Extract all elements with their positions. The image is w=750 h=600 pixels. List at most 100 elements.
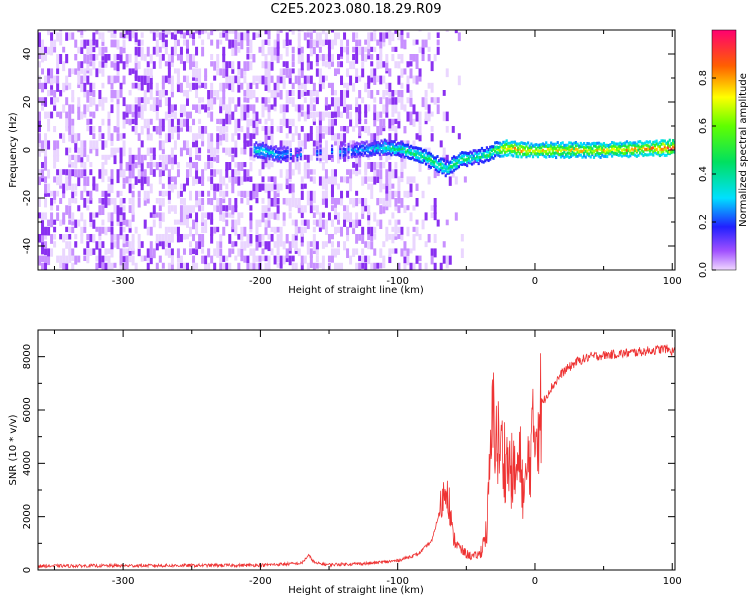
spectrogram-noise-cell — [267, 162, 271, 170]
spectrogram-noise-cell — [240, 176, 244, 185]
spectrogram-noise-cell — [403, 68, 407, 75]
spectrogram-noise-cell — [321, 255, 325, 264]
spectrogram-noise-cell — [38, 133, 41, 144]
spectrogram-noise-cell — [270, 90, 274, 99]
spectrogram-ridge-cell — [385, 139, 388, 143]
spectrogram-noise-cell — [324, 111, 328, 118]
spectrogram-noise-cell — [370, 54, 374, 60]
spectrogram-noise-cell — [321, 162, 325, 171]
spectrogram-noise-cell — [125, 118, 129, 125]
spectrogram-noise-cell — [231, 30, 235, 34]
spectrogram-noise-cell — [391, 111, 395, 118]
spectrogram-y-tick-label: 40 — [22, 48, 33, 61]
spectrogram-ridge-cell — [523, 146, 526, 150]
spectrogram-ridge-cell — [639, 151, 642, 155]
spectrogram-noise-cell — [65, 82, 69, 91]
spectrogram-ridge-cell — [622, 142, 625, 146]
spectrogram-ridge-cell — [375, 150, 378, 154]
spectrogram-noise-cell — [77, 97, 81, 107]
spectrogram-noise-cell — [285, 255, 289, 263]
spectrogram-ridge-cell — [396, 141, 400, 145]
spectrogram-noise-cell — [306, 133, 310, 142]
spectrogram-noise-cell — [216, 61, 220, 69]
spectrogram-noise-cell — [252, 126, 256, 134]
spectrogram-noise-cell — [318, 46, 322, 53]
spectrogram-ridge-cell — [604, 143, 607, 147]
spectrogram-noise-cell — [173, 140, 177, 150]
spectrogram-noise-cell — [231, 169, 235, 178]
spectrogram-ridge-cell — [596, 148, 599, 152]
spectrogram-ridge-cell — [522, 145, 525, 149]
spectrogram-noise-cell — [324, 32, 328, 40]
spectrogram-noise-cell — [249, 226, 253, 233]
spectrogram-ridge-cell — [507, 141, 510, 145]
spectrogram-noise-cell — [367, 104, 371, 112]
spectrogram-ridge-cell — [497, 146, 500, 150]
spectrogram-noise-cell — [53, 234, 57, 240]
spectrogram-ridge-cell — [655, 139, 658, 143]
spectrogram-noise-cell — [300, 219, 304, 226]
spectrogram-ridge-cell — [423, 148, 426, 152]
spectrogram-noise-cell — [143, 190, 147, 201]
spectrogram-noise-cell — [249, 241, 253, 247]
spectrogram-noise-cell — [68, 147, 72, 153]
spectrogram-ridge-cell — [462, 159, 465, 163]
spectrogram-ridge-cell — [637, 140, 640, 144]
spectrogram-ridge-cell — [508, 146, 512, 150]
spectrogram-noise-cell — [131, 162, 135, 171]
spectrogram-noise-cell — [149, 248, 153, 258]
colorbar-tick-label: 0.2 — [698, 214, 709, 230]
spectrogram-noise-cell — [74, 198, 78, 204]
spectrogram-ridge-cell — [344, 143, 347, 147]
spectrogram-noise-cell — [379, 39, 383, 49]
spectrogram-noise-cell — [312, 82, 316, 92]
spectrogram-noise-cell — [312, 248, 316, 255]
spectrogram-noise-cell — [201, 190, 205, 197]
spectrogram-noise-cell — [246, 90, 250, 99]
spectrogram-ridge-cell — [271, 147, 274, 151]
spectrogram-noise-cell — [306, 198, 310, 206]
spectrogram-noise-cell — [41, 68, 45, 75]
spectrogram-ridge-cell — [586, 153, 589, 157]
spectrogram-ridge-cell — [548, 148, 551, 152]
spectrogram-ridge-cell — [652, 150, 655, 154]
spectrogram-noise-cell — [110, 248, 114, 258]
spectrogram-noise-cell — [234, 75, 238, 84]
spectrogram-ridge-cell — [596, 141, 599, 145]
spectrogram-noise-cell — [297, 104, 301, 113]
spectrogram-noise-cell — [367, 162, 371, 169]
spectrogram-noise-cell — [219, 262, 223, 270]
spectrogram-ridge-cell — [531, 144, 535, 148]
spectrogram-ridge-cell — [647, 147, 650, 151]
spectrogram-noise-cell — [264, 126, 268, 135]
spectrogram-noise-cell — [297, 54, 301, 64]
spectrogram-noise-cell — [225, 104, 229, 114]
spectrogram-noise-cell — [189, 30, 193, 34]
spectrogram-ridge-cell — [266, 151, 269, 155]
spectrogram-ridge-cell — [470, 158, 474, 162]
spectrogram-ridge-cell — [617, 142, 620, 146]
spectrogram-ridge-cell — [571, 142, 574, 146]
spectrogram-ridge-cell — [551, 142, 554, 146]
spectrogram-noise-cell — [276, 226, 280, 233]
spectrogram-ridge-cell — [375, 143, 378, 147]
spectrogram-noise-cell — [146, 226, 150, 236]
spectrogram-noise-cell — [98, 241, 102, 248]
spectrogram-ridge-cell — [386, 152, 390, 156]
spectrogram-noise-cell — [195, 262, 199, 269]
spectrogram-ridge-cell — [319, 149, 322, 153]
spectrogram-noise-cell — [201, 126, 205, 134]
spectrogram-noise-cell — [276, 198, 280, 205]
spectrogram-noise-cell — [185, 219, 189, 228]
spectrogram-noise-cell — [116, 219, 120, 226]
spectrogram-noise-cell — [240, 104, 244, 113]
spectrogram-noise-cell — [340, 111, 344, 118]
spectrogram-noise-cell — [107, 248, 111, 255]
spectrogram-noise-cell — [222, 198, 226, 204]
spectrogram-noise-cell — [95, 140, 99, 149]
spectrogram-ridge-cell — [378, 153, 381, 157]
spectrogram-noise-cell — [107, 111, 111, 119]
spectrogram-noise-cell — [228, 205, 232, 211]
spectrogram-noise-cell — [327, 176, 331, 185]
spectrogram-noise-cell — [243, 133, 247, 144]
